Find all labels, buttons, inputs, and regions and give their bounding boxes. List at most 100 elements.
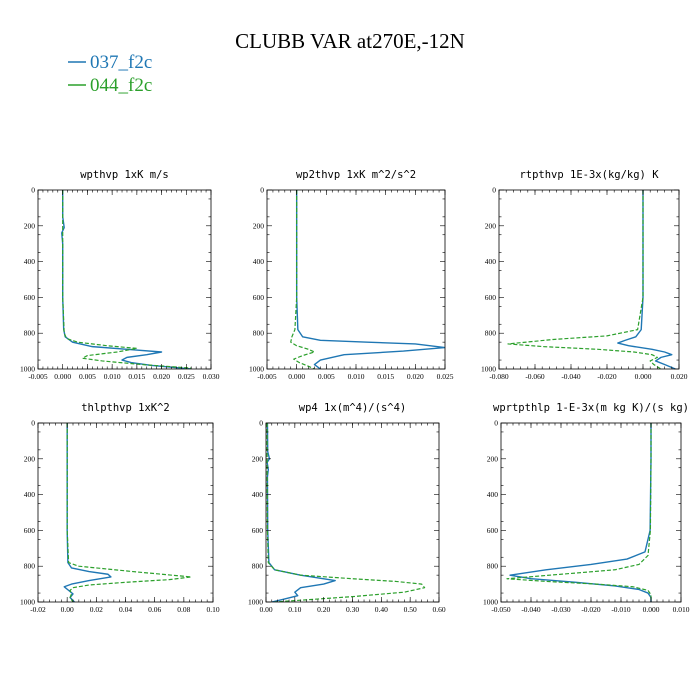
plot-frame-rtpthvp [498, 189, 680, 370]
y-tick-label-wp4: 200 [252, 454, 264, 463]
y-tick-label-wprtpthlp: 1000 [483, 598, 498, 607]
x-tick-label-wp4: 0.50 [404, 605, 417, 614]
y-tick-label-wp4: 600 [252, 526, 264, 535]
x-tick-label-wprtpthlp: -0.050 [491, 605, 511, 614]
y-tick-label-rtpthvp: 1000 [481, 365, 496, 374]
x-tick-label-wprtpthlp: 0.010 [673, 605, 690, 614]
plot-frame-wp4 [265, 422, 440, 603]
x-tick-label-wpthvp: 0.030 [203, 372, 220, 381]
plot-frame-wprtpthlp [500, 422, 682, 603]
series-line-wp4-044_f2c [266, 423, 426, 602]
panel-title-wp4: wp4 1x(m^4)/(s^4) [299, 402, 406, 414]
y-tick-label-wp4: 400 [252, 490, 264, 499]
x-tick-label-rtpthvp: 0.000 [635, 372, 652, 381]
panel-thlpthvp: thlpthvp 1xK^2 0 200 400 600 800 1000-0.02 0.00… [20, 402, 220, 614]
series-line-wp2thvp-044_f2c [290, 190, 316, 369]
y-tick-label-rtpthvp: 800 [485, 329, 497, 338]
x-tick-label-thlpthvp: 0.02 [90, 605, 103, 614]
x-tick-label-wpthvp: 0.020 [153, 372, 170, 381]
x-tick-label-rtpthvp: -0.080 [489, 372, 509, 381]
y-tick-label-wprtpthlp: 600 [487, 526, 499, 535]
x-tick-label-wpthvp: 0.005 [79, 372, 96, 381]
x-tick-label-wp4: 0.60 [432, 605, 445, 614]
y-tick-label-wprtpthlp: 800 [487, 562, 499, 571]
y-tick-label-thlpthvp: 0 [31, 419, 35, 428]
y-tick-label-thlpthvp: 400 [24, 490, 36, 499]
legend-label-044: 044_f2c [90, 75, 152, 96]
series-line-thlpthvp-044_f2c [66, 423, 192, 602]
y-tick-label-wp4: 0 [259, 419, 263, 428]
series-line-wprtpthlp-037_f2c [509, 423, 652, 602]
y-tick-label-wpthvp: 200 [24, 221, 36, 230]
panel-wp2thvp: wp2thvp 1xK m^2/s^2 0 200 400 600 800 1000-0.0… [249, 169, 454, 381]
x-tick-label-wp4: 0.40 [375, 605, 388, 614]
legend-label-037: 037_f2c [90, 52, 152, 73]
series-line-rtpthvp-044_f2c [507, 190, 662, 369]
x-tick-label-wprtpthlp: -0.010 [611, 605, 631, 614]
plot-frame-thlpthvp [37, 422, 214, 603]
y-tick-label-rtpthvp: 600 [485, 293, 497, 302]
series-line-wp2thvp-037_f2c [295, 190, 445, 369]
panel-title-thlpthvp: thlpthvp 1xK^2 [81, 402, 170, 414]
panel-title-wpthvp: wpthvp 1xK m/s [80, 169, 169, 181]
series-line-rtpthvp-037_f2c [617, 190, 676, 369]
x-tick-label-thlpthvp: 0.06 [148, 605, 161, 614]
x-tick-label-wp4: 0.20 [317, 605, 330, 614]
y-tick-label-wp2thvp: 800 [253, 329, 265, 338]
x-tick-label-wp2thvp: 0.020 [407, 372, 424, 381]
y-tick-label-rtpthvp: 400 [485, 257, 497, 266]
y-tick-label-rtpthvp: 200 [485, 221, 497, 230]
y-tick-label-wpthvp: 0 [31, 186, 35, 195]
y-tick-label-thlpthvp: 600 [24, 526, 36, 535]
x-tick-label-thlpthvp: 0.08 [177, 605, 190, 614]
panel-title-rtpthvp: rtpthvp 1E-3x(kg/kg) K [519, 169, 659, 181]
x-tick-label-wpthvp: -0.005 [28, 372, 48, 381]
x-tick-label-wp2thvp: 0.025 [437, 372, 454, 381]
y-tick-label-wpthvp: 1000 [20, 365, 35, 374]
y-tick-label-thlpthvp: 200 [24, 454, 36, 463]
x-tick-label-wp2thvp: 0.005 [318, 372, 335, 381]
x-tick-label-thlpthvp: -0.02 [30, 605, 46, 614]
y-tick-label-wp4: 800 [252, 562, 264, 571]
panel-title-wp2thvp: wp2thvp 1xK m^2/s^2 [296, 169, 416, 181]
x-tick-label-rtpthvp: -0.060 [525, 372, 545, 381]
x-tick-label-wpthvp: 0.015 [128, 372, 145, 381]
x-tick-label-wprtpthlp: 0.000 [643, 605, 660, 614]
x-tick-label-rtpthvp: -0.020 [597, 372, 617, 381]
y-tick-label-wp4: 1000 [248, 598, 263, 607]
x-tick-label-wp2thvp: 0.010 [348, 372, 365, 381]
series-line-wpthvp-044_f2c [62, 190, 192, 369]
x-tick-label-thlpthvp: 0.00 [61, 605, 74, 614]
y-tick-label-wp2thvp: 1000 [249, 365, 264, 374]
x-tick-label-wp4: 0.30 [346, 605, 359, 614]
x-tick-label-wp2thvp: 0.000 [288, 372, 305, 381]
x-tick-label-wp2thvp: -0.005 [257, 372, 277, 381]
y-tick-label-wprtpthlp: 400 [487, 490, 499, 499]
y-tick-label-wprtpthlp: 0 [494, 419, 498, 428]
x-tick-label-wprtpthlp: -0.040 [521, 605, 541, 614]
series-line-thlpthvp-037_f2c [63, 423, 112, 602]
x-tick-label-wp4: 0.00 [259, 605, 272, 614]
y-tick-label-thlpthvp: 1000 [20, 598, 35, 607]
y-tick-label-thlpthvp: 800 [24, 562, 36, 571]
x-tick-label-wpthvp: 0.025 [178, 372, 195, 381]
x-tick-label-wprtpthlp: -0.030 [551, 605, 571, 614]
series-line-wprtpthlp-044_f2c [506, 423, 652, 602]
panel-rtpthvp: rtpthvp 1E-3x(kg/kg) K02004006008001000-… [481, 169, 688, 381]
panel-wprtpthlp: wprtpthlp 1-E-3x(m kg K)/(s kg) 0 200 400 60… [483, 402, 690, 614]
x-tick-label-wpthvp: 0.000 [54, 372, 71, 381]
series-line-wpthvp-037_f2c [61, 190, 192, 369]
y-tick-label-rtpthvp: 0 [492, 186, 496, 195]
panel-wpthvp: wpthvp 1xK m/s 0 200 400 600 800 1000-0.005 0.0… [20, 169, 220, 381]
series-line-wp4-037_f2c [266, 423, 336, 602]
y-tick-label-wp2thvp: 200 [253, 221, 265, 230]
x-tick-label-thlpthvp: 0.10 [206, 605, 219, 614]
y-tick-label-wpthvp: 400 [24, 257, 36, 266]
y-tick-label-wp2thvp: 600 [253, 293, 265, 302]
panel-title-wprtpthlp: wprtpthlp 1-E-3x(m kg K)/(s kg) [493, 402, 689, 414]
x-tick-label-thlpthvp: 0.04 [119, 605, 132, 614]
y-tick-label-wp2thvp: 400 [253, 257, 265, 266]
y-tick-label-wpthvp: 800 [24, 329, 36, 338]
